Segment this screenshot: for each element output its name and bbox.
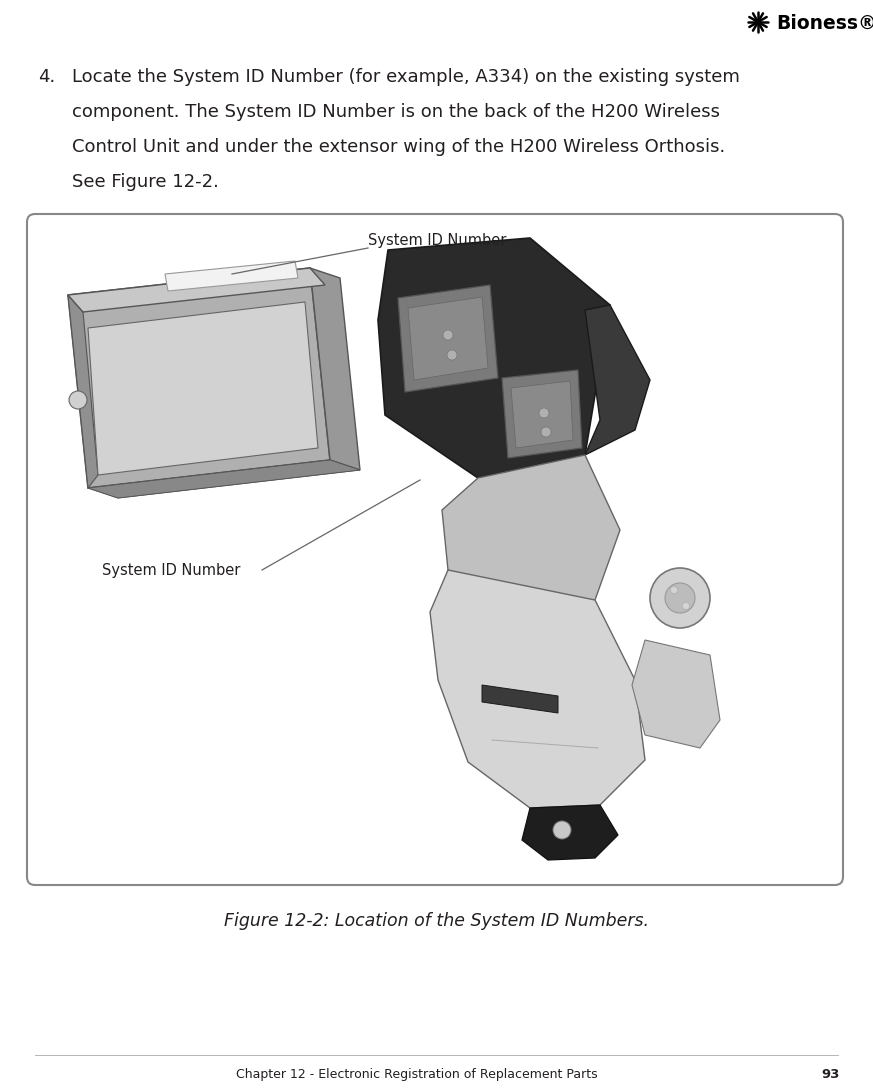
Polygon shape — [442, 455, 620, 618]
Circle shape — [683, 603, 690, 609]
Polygon shape — [88, 460, 360, 498]
Polygon shape — [378, 238, 610, 479]
Polygon shape — [68, 268, 330, 488]
Text: Bioness®: Bioness® — [776, 13, 873, 33]
Text: See Figure 12-2.: See Figure 12-2. — [72, 173, 219, 191]
Polygon shape — [88, 460, 360, 498]
Text: System ID Number: System ID Number — [368, 233, 506, 249]
Text: Chapter 12 - Electronic Registration of Replacement Parts: Chapter 12 - Electronic Registration of … — [236, 1068, 597, 1081]
Text: 4.: 4. — [38, 68, 55, 86]
Circle shape — [541, 427, 551, 437]
Circle shape — [69, 391, 87, 409]
Polygon shape — [632, 640, 720, 748]
Polygon shape — [511, 382, 573, 448]
Circle shape — [670, 586, 677, 593]
Circle shape — [539, 408, 549, 417]
Circle shape — [443, 330, 453, 340]
Text: 93: 93 — [821, 1068, 840, 1081]
Polygon shape — [482, 685, 558, 713]
Polygon shape — [585, 305, 650, 455]
FancyBboxPatch shape — [27, 214, 843, 885]
Text: component. The System ID Number is on the back of the H200 Wireless: component. The System ID Number is on th… — [72, 102, 720, 121]
Text: Figure 12-2: Location of the System ID Numbers.: Figure 12-2: Location of the System ID N… — [224, 912, 649, 930]
Polygon shape — [310, 268, 360, 470]
Polygon shape — [398, 284, 498, 392]
Circle shape — [650, 568, 710, 628]
Text: System ID Number: System ID Number — [102, 562, 240, 578]
Polygon shape — [88, 302, 318, 475]
Polygon shape — [68, 268, 325, 312]
Polygon shape — [408, 296, 488, 380]
Polygon shape — [430, 570, 645, 808]
Circle shape — [553, 821, 571, 839]
Circle shape — [665, 583, 695, 613]
Polygon shape — [68, 295, 98, 488]
Text: Control Unit and under the extensor wing of the H200 Wireless Orthosis.: Control Unit and under the extensor wing… — [72, 138, 725, 156]
Circle shape — [447, 350, 457, 360]
Polygon shape — [165, 261, 298, 291]
Polygon shape — [502, 370, 582, 458]
Polygon shape — [522, 806, 618, 860]
Text: Locate the System ID Number (for example, A334) on the existing system: Locate the System ID Number (for example… — [72, 68, 740, 86]
